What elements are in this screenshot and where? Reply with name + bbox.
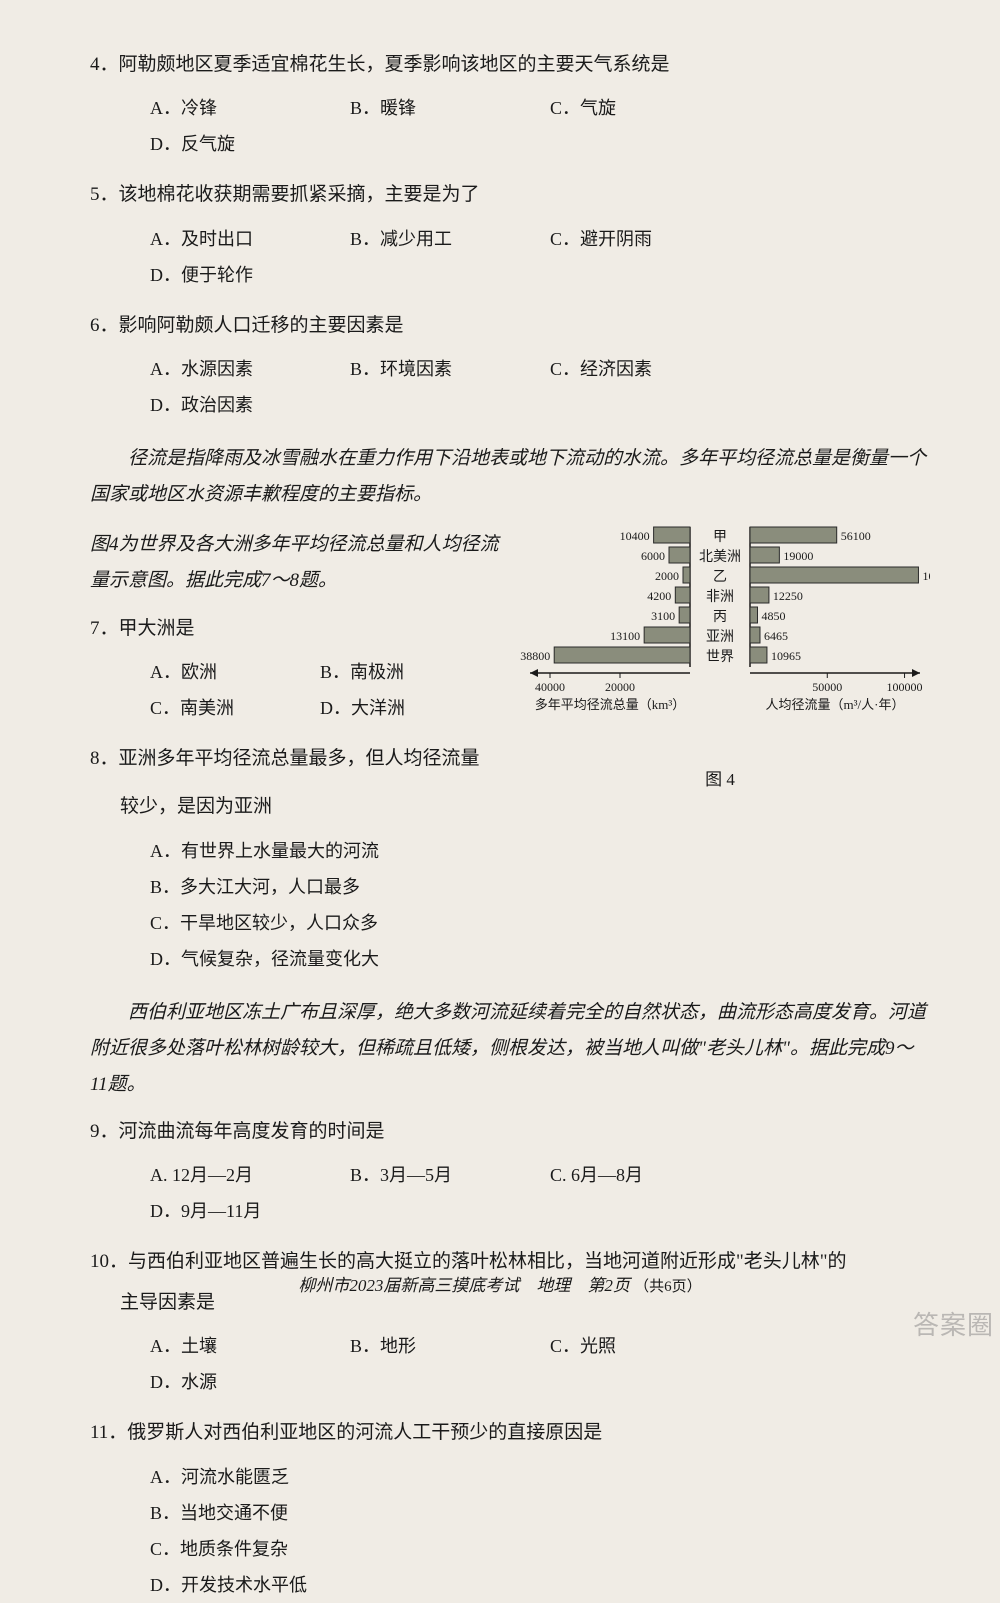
svg-text:甲: 甲 xyxy=(713,530,727,545)
svg-text:6465: 6465 xyxy=(764,629,788,643)
passage-figure-wrap: 图4为世界及各大洲多年平均径流总量和人均径流量示意图。据此完成7～8题。 7．甲… xyxy=(90,527,930,792)
q11-options: A．河流水能匮乏 B．当地交通不便 C．地质条件复杂 D．开发技术水平低 xyxy=(150,1459,930,1603)
svg-text:10965: 10965 xyxy=(771,649,801,663)
svg-text:人均径流量（m³/人·年）: 人均径流量（m³/人·年） xyxy=(766,697,905,712)
q8-stem2: 较少，是因为亚洲 xyxy=(120,792,930,822)
question-8-top: 8．亚洲多年平均径流总量最多，但人均径流量 xyxy=(90,744,500,774)
q9-opt-d: D．9月—11月 xyxy=(150,1193,350,1229)
q5-opt-a: A．及时出口 xyxy=(150,221,350,257)
q8-opt-a: A．有世界上水量最大的河流 xyxy=(150,833,550,869)
q10-opt-a: A．土壤 xyxy=(150,1328,350,1364)
q6-options: A．水源因素 B．环境因素 C．经济因素 D．政治因素 xyxy=(150,351,930,423)
svg-text:40000: 40000 xyxy=(535,680,565,694)
q4-opt-a: A．冷锋 xyxy=(150,90,350,126)
q8-opt-d: D．气候复杂，径流量变化大 xyxy=(150,941,550,977)
svg-text:6000: 6000 xyxy=(641,549,665,563)
figure-4-chart: 甲 10400 56100 北美洲 6000 19000 乙 2000 109000 非洲 4200… xyxy=(510,519,930,759)
page-footer: 柳州市2023届新高三摸底考试 地理 第2页 （共6页） xyxy=(0,1271,1000,1296)
svg-text:4850: 4850 xyxy=(761,609,785,623)
svg-text:100000: 100000 xyxy=(887,680,923,694)
q7-opt-a: A．欧洲 xyxy=(150,654,320,690)
q6-stem: 6．影响阿勒颇人口迁移的主要因素是 xyxy=(90,311,930,341)
q4-opt-c: C．气旋 xyxy=(550,90,750,126)
q5-options: A．及时出口 B．减少用工 C．避开阴雨 D．便于轮作 xyxy=(150,221,930,293)
q9-stem: 9．河流曲流每年高度发育的时间是 xyxy=(90,1117,930,1147)
svg-text:12250: 12250 xyxy=(773,589,803,603)
question-9: 9．河流曲流每年高度发育的时间是 A. 12月—2月 B．3月—5月 C. 6月… xyxy=(90,1117,930,1229)
q10-opt-c: C．光照 xyxy=(550,1328,750,1364)
passage-1: 径流是指降雨及冰雪融水在重力作用下沿地表或地下流动的水流。多年平均径流总量是衡量… xyxy=(90,441,930,513)
svg-text:50000: 50000 xyxy=(812,680,842,694)
svg-text:2000: 2000 xyxy=(655,569,679,583)
footer-sub: （共6页） xyxy=(634,1279,702,1295)
svg-text:109000: 109000 xyxy=(922,569,930,583)
q11-opt-b: B．当地交通不便 xyxy=(150,1495,550,1531)
q6-opt-a: A．水源因素 xyxy=(150,351,350,387)
watermark: 答案圈 xyxy=(913,1305,994,1342)
q7-opt-c: C．南美洲 xyxy=(150,690,320,726)
svg-text:56100: 56100 xyxy=(841,529,871,543)
svg-text:3100: 3100 xyxy=(651,609,675,623)
passage-2: 西伯利亚地区冻土广布且深厚，绝大多数河流延续着完全的自然状态，曲流形态高度发育。… xyxy=(90,995,930,1103)
q11-opt-a: A．河流水能匮乏 xyxy=(150,1459,550,1495)
figure-4: 甲 10400 56100 北美洲 6000 19000 乙 2000 109000 非洲 4200… xyxy=(510,519,930,790)
question-7: 7．甲大洲是 A．欧洲 B．南极洲 C．南美洲 D．大洋洲 xyxy=(90,614,500,726)
svg-text:乙: 乙 xyxy=(713,569,727,585)
q6-opt-d: D．政治因素 xyxy=(150,387,350,423)
footer-main: 柳州市2023届新高三摸底考试 地理 第2页 xyxy=(298,1276,630,1295)
svg-text:4200: 4200 xyxy=(647,589,671,603)
question-11: 11．俄罗斯人对西伯利亚地区的河流人工干预少的直接原因是 A．河流水能匮乏 B．… xyxy=(90,1418,930,1602)
svg-text:20000: 20000 xyxy=(605,680,635,694)
svg-text:世界: 世界 xyxy=(706,649,734,665)
q5-opt-b: B．减少用工 xyxy=(350,221,550,257)
q10-options: A．土壤 B．地形 C．光照 D．水源 xyxy=(150,1328,930,1400)
left-column: 图4为世界及各大洲多年平均径流总量和人均径流量示意图。据此完成7～8题。 7．甲… xyxy=(90,527,500,792)
q9-options: A. 12月—2月 B．3月—5月 C. 6月—8月 D．9月—11月 xyxy=(150,1157,930,1229)
q5-opt-d: D．便于轮作 xyxy=(150,257,350,293)
svg-text:10400: 10400 xyxy=(620,529,650,543)
q4-opt-b: B．暖锋 xyxy=(350,90,550,126)
q10-opt-d: D．水源 xyxy=(150,1364,350,1400)
q4-stem: 4．阿勒颇地区夏季适宜棉花生长，夏季影响该地区的主要天气系统是 xyxy=(90,50,930,80)
question-8-rest: 较少，是因为亚洲 A．有世界上水量最大的河流 B．多大江大河，人口最多 C．干旱… xyxy=(90,792,930,976)
q8-opt-c: C．干旱地区较少，人口众多 xyxy=(150,905,550,941)
q7-opt-b: B．南极洲 xyxy=(320,654,490,690)
q8-stem: 8．亚洲多年平均径流总量最多，但人均径流量 xyxy=(90,744,500,774)
q5-opt-c: C．避开阴雨 xyxy=(550,221,750,257)
q6-opt-b: B．环境因素 xyxy=(350,351,550,387)
figure-4-caption: 图 4 xyxy=(510,765,930,790)
q4-options: A．冷锋 B．暖锋 C．气旋 D．反气旋 xyxy=(150,90,930,162)
q7-opt-d: D．大洋洲 xyxy=(320,690,490,726)
q8-opt-b: B．多大江大河，人口最多 xyxy=(150,869,550,905)
figure-4-svg: 甲 10400 56100 北美洲 6000 19000 乙 2000 109000 非洲 4200… xyxy=(510,519,930,759)
svg-text:13100: 13100 xyxy=(610,629,640,643)
svg-text:丙: 丙 xyxy=(713,610,727,625)
svg-text:多年平均径流总量（km³）: 多年平均径流总量（km³） xyxy=(535,697,686,712)
q5-stem: 5．该地棉花收获期需要抓紧采摘，主要是为了 xyxy=(90,180,930,210)
passage-1-p2: 图4为世界及各大洲多年平均径流总量和人均径流量示意图。据此完成7～8题。 xyxy=(90,527,500,599)
passage-1-p1: 径流是指降雨及冰雪融水在重力作用下沿地表或地下流动的水流。多年平均径流总量是衡量… xyxy=(90,448,926,505)
svg-text:19000: 19000 xyxy=(783,549,813,563)
svg-text:亚洲: 亚洲 xyxy=(706,630,734,645)
svg-text:北美洲: 北美洲 xyxy=(699,549,741,565)
q11-opt-d: D．开发技术水平低 xyxy=(150,1567,550,1603)
q10-opt-b: B．地形 xyxy=(350,1328,550,1364)
question-6: 6．影响阿勒颇人口迁移的主要因素是 A．水源因素 B．环境因素 C．经济因素 D… xyxy=(90,311,930,423)
q9-opt-b: B．3月—5月 xyxy=(350,1157,550,1193)
q7-stem: 7．甲大洲是 xyxy=(90,614,500,644)
q4-opt-d: D．反气旋 xyxy=(150,126,350,162)
q11-stem: 11．俄罗斯人对西伯利亚地区的河流人工干预少的直接原因是 xyxy=(90,1418,930,1448)
q7-options: A．欧洲 B．南极洲 C．南美洲 D．大洋洲 xyxy=(150,654,500,726)
q6-opt-c: C．经济因素 xyxy=(550,351,750,387)
q8-options: A．有世界上水量最大的河流 B．多大江大河，人口最多 C．干旱地区较少，人口众多… xyxy=(150,833,930,977)
svg-text:38800: 38800 xyxy=(520,649,550,663)
question-5: 5．该地棉花收获期需要抓紧采摘，主要是为了 A．及时出口 B．减少用工 C．避开… xyxy=(90,180,930,292)
q9-opt-c: C. 6月—8月 xyxy=(550,1157,750,1193)
svg-text:非洲: 非洲 xyxy=(706,589,734,605)
question-4: 4．阿勒颇地区夏季适宜棉花生长，夏季影响该地区的主要天气系统是 A．冷锋 B．暖… xyxy=(90,50,930,162)
q9-opt-a: A. 12月—2月 xyxy=(150,1157,350,1193)
q11-opt-c: C．地质条件复杂 xyxy=(150,1531,550,1567)
